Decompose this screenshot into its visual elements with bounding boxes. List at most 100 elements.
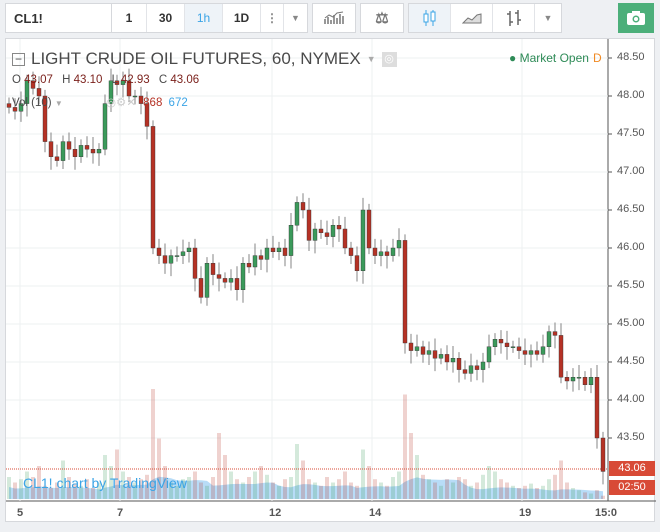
candle bbox=[282, 247, 288, 256]
volume-label: Vol (10) bbox=[12, 97, 52, 109]
candle bbox=[24, 80, 30, 104]
volume-bar bbox=[427, 479, 431, 499]
camera-icon[interactable] bbox=[618, 3, 654, 33]
volume-bar bbox=[547, 479, 551, 499]
vertical-dots-icon[interactable]: ⋮ bbox=[261, 4, 284, 32]
candle bbox=[492, 339, 498, 348]
candle bbox=[504, 342, 510, 347]
volume-bar bbox=[91, 488, 95, 499]
candle bbox=[240, 262, 246, 290]
volume-bar bbox=[67, 477, 71, 499]
candle bbox=[78, 145, 84, 158]
close-label: C bbox=[158, 74, 168, 86]
candle bbox=[222, 278, 228, 283]
x-tick-label: 12 bbox=[269, 507, 282, 519]
candle bbox=[246, 262, 252, 268]
volume-bar bbox=[589, 493, 593, 499]
candles-icon[interactable] bbox=[409, 4, 451, 32]
volume-bar bbox=[199, 482, 203, 499]
last-price-tag: 43.06 bbox=[609, 461, 655, 476]
candle bbox=[12, 107, 18, 112]
area-icon[interactable] bbox=[451, 4, 493, 32]
scales-icon[interactable]: ⚖ bbox=[375, 10, 389, 27]
candle bbox=[510, 346, 516, 348]
candle bbox=[474, 365, 480, 370]
interval-1[interactable]: 1 bbox=[112, 4, 147, 32]
volume-bar bbox=[97, 482, 101, 499]
volume-bar bbox=[397, 471, 401, 499]
volume-dropdown-icon[interactable]: ▼ bbox=[54, 99, 63, 108]
candle bbox=[168, 255, 174, 264]
volume-bar bbox=[553, 474, 557, 499]
candle bbox=[390, 247, 396, 256]
candle bbox=[408, 342, 414, 351]
volume-bar bbox=[109, 466, 113, 499]
volume-bar bbox=[223, 455, 227, 499]
price-chart[interactable] bbox=[6, 39, 656, 523]
candle bbox=[84, 145, 90, 150]
candle bbox=[564, 377, 570, 382]
x-tick-label: 19 bbox=[519, 507, 532, 519]
candle bbox=[546, 331, 552, 348]
watermark[interactable]: CL1! chart by TradingView bbox=[23, 475, 187, 491]
volume-bar bbox=[487, 466, 491, 499]
candle bbox=[552, 331, 558, 336]
volume-bar bbox=[235, 479, 239, 499]
volume-bar bbox=[31, 477, 35, 499]
chart-panel[interactable]: − LIGHT CRUDE OIL FUTURES, 60, NYMEX ▼ ◎… bbox=[5, 38, 656, 523]
volume-bar bbox=[73, 483, 77, 499]
y-tick-label: 44.00 bbox=[617, 393, 645, 405]
volume-bar bbox=[535, 488, 539, 499]
candle bbox=[432, 350, 438, 359]
candle bbox=[144, 103, 150, 127]
candle bbox=[534, 350, 540, 355]
volume-bar bbox=[265, 474, 269, 499]
open-value: 43.07 bbox=[24, 74, 53, 86]
candle bbox=[324, 232, 330, 237]
volume-bar bbox=[295, 444, 299, 499]
indicators-icon[interactable] bbox=[313, 4, 355, 32]
volume-bar bbox=[61, 460, 65, 499]
chevron-down-icon[interactable]: ▼ bbox=[291, 13, 300, 23]
market-status: ● Market Open D bbox=[509, 51, 602, 65]
interval-group: 1 30 1h 1D ⋮ ▼ bbox=[111, 3, 308, 33]
candle bbox=[558, 335, 564, 378]
volume-bar bbox=[361, 449, 365, 499]
bars-icon[interactable] bbox=[493, 4, 535, 32]
candle bbox=[360, 209, 366, 271]
volume-bar bbox=[475, 482, 479, 499]
candle bbox=[48, 141, 54, 157]
interval-1h[interactable]: 1h bbox=[185, 4, 223, 32]
volume-bar bbox=[247, 477, 251, 499]
volume-bar bbox=[559, 460, 563, 499]
candle bbox=[102, 103, 108, 150]
title-dropdown-icon[interactable]: ▼ bbox=[366, 54, 376, 64]
interval-1d[interactable]: 1D bbox=[223, 4, 261, 32]
volume-bar bbox=[79, 485, 83, 499]
volume-bar bbox=[373, 479, 377, 499]
candle bbox=[426, 350, 432, 355]
candle bbox=[348, 247, 354, 256]
candle bbox=[372, 247, 378, 256]
candle bbox=[438, 354, 444, 359]
y-tick-label: 45.00 bbox=[617, 317, 645, 329]
collapse-icon[interactable]: − bbox=[12, 52, 25, 66]
symbol-input[interactable]: CL1! bbox=[14, 10, 43, 26]
candle bbox=[204, 262, 210, 298]
market-flag: D bbox=[592, 51, 602, 65]
chart-type-dropdown-icon[interactable]: ▼ bbox=[543, 13, 553, 23]
low-value: 42.93 bbox=[120, 74, 150, 86]
volume-settings-icon[interactable]: ◎⚙✕ bbox=[105, 97, 136, 109]
y-tick-label: 43.50 bbox=[617, 431, 645, 443]
volume-bar bbox=[187, 477, 191, 499]
ohlc-legend: O 43.07 H 43.10 L 42.93 C 43.06 bbox=[12, 74, 205, 86]
settings-icon[interactable]: ◎ bbox=[381, 51, 397, 67]
volume-bar bbox=[583, 492, 587, 499]
volume-bar bbox=[211, 477, 215, 499]
volume-bar bbox=[259, 466, 263, 499]
candle bbox=[396, 240, 402, 249]
volume-bar bbox=[439, 485, 443, 499]
interval-30[interactable]: 30 bbox=[147, 4, 185, 32]
candle bbox=[114, 80, 120, 85]
volume-bar bbox=[379, 482, 383, 499]
